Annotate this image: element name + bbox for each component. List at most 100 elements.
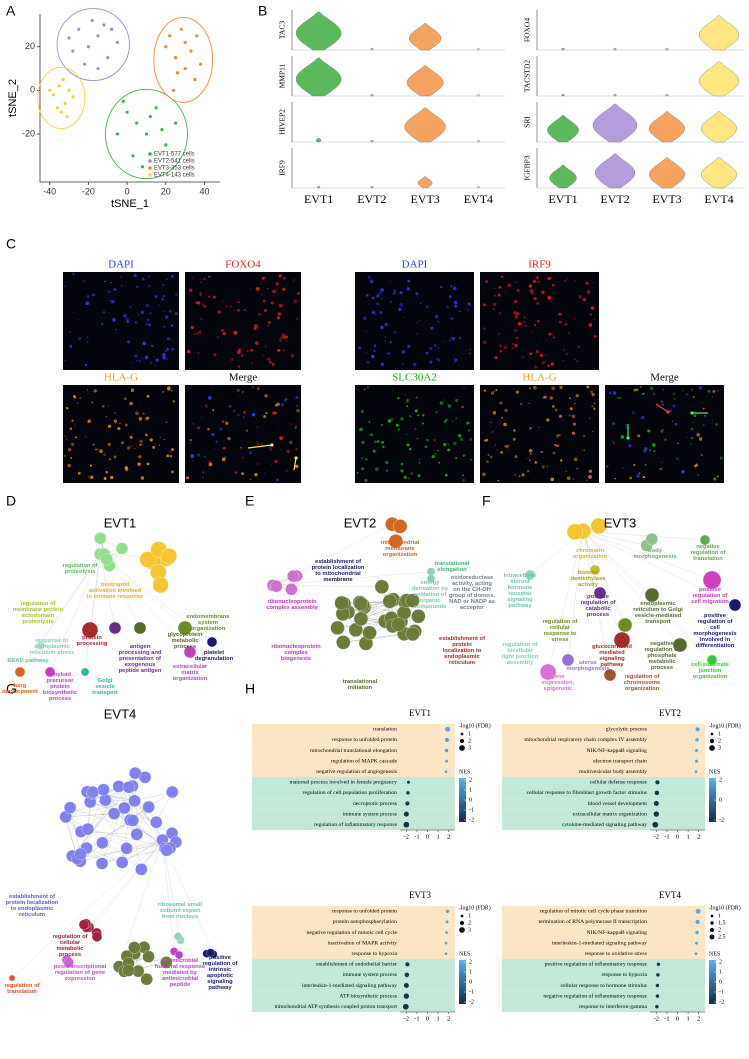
size-legend-label: 3 [468,927,471,933]
micrograph-speck [370,433,373,437]
micrograph-speck [170,339,172,341]
micrograph-speck [692,396,695,399]
dot [653,811,660,817]
micrograph-speck [276,289,278,291]
micrograph-speck [225,305,228,308]
violin [701,111,737,143]
micrograph-speck [295,424,298,427]
dot [406,791,410,795]
micrograph-speck [564,322,568,326]
micrograph-speck [637,434,641,438]
category-label: EVT4 [704,192,733,206]
network-label: response to endoplasmic reticulum stress [30,638,75,656]
network-node [116,856,129,869]
micrograph-speck [237,309,240,312]
micrograph-speck [267,324,269,327]
micrograph-speck [293,278,295,280]
micrograph-speck [414,409,418,413]
micrograph-speck [460,437,464,442]
micrograph-speck [643,448,647,453]
term-label: necroptotic process [353,801,398,807]
arrow-head [294,456,298,460]
micrograph-speck [72,272,75,276]
network-node [99,793,112,807]
legend-swatch [148,152,152,156]
panel-label: D [6,493,16,509]
micrograph-speck [431,454,435,459]
micrograph-speck [455,457,458,460]
network-node [706,654,718,666]
term-label: mitochondrial translational elongation [310,748,397,754]
size-legend-dot [459,927,465,933]
network-node [382,594,397,609]
micrograph-speck [504,408,508,412]
colorbar-label: -2 [719,817,724,823]
micrograph-speck [296,408,300,413]
violin [561,47,565,51]
micrograph-speck [280,449,282,451]
term-label: response to interferon-gamma [579,1003,648,1010]
network-label: regulation of translation [4,983,39,995]
micrograph-speck [545,339,548,341]
micrograph-speck [278,274,283,278]
micrograph-speck [534,324,536,327]
micrograph-speck [635,388,639,392]
micrograph-speck [186,476,190,480]
micrograph-speck [242,416,245,418]
point [179,27,183,31]
micrograph-speck [447,448,451,452]
violin [315,138,322,143]
term-label: cellular defense response [590,779,648,786]
size-legend-dot [459,745,465,751]
network-label: platelet degranulation [195,650,234,662]
point [102,23,106,27]
term-band [502,937,705,949]
micrograph-speck [100,322,104,326]
micrograph-speck [254,473,258,477]
term-band [252,906,455,917]
point [106,56,110,60]
network-node [589,564,601,576]
micrograph-speck [485,280,488,283]
size-legend-title: -log10 (FDR) [459,722,491,729]
micrograph-speck [196,426,201,430]
colorbar-label: 0 [719,797,722,803]
micrograph-speck [419,320,421,322]
micrograph-speck [93,389,97,393]
micrograph-speck [541,360,546,365]
size-legend-dot [709,738,715,744]
micrograph-speck [469,348,471,351]
micrograph-speck [131,445,133,447]
micrograph-speck [418,461,421,464]
micrograph-speck [277,428,280,430]
network-label: positive regulation of intrinsic apoptotic s… [202,955,237,991]
micrograph-speck [245,429,249,432]
violin [701,157,737,189]
micrograph-speck [390,418,394,421]
micrograph-speck [286,449,291,454]
size-legend-dot [460,732,464,736]
micrograph-speck [535,350,539,354]
micrograph-speck [67,463,71,468]
micrograph-speck [440,285,443,289]
point [175,71,180,75]
colorbar-label: 1 [469,969,472,975]
term-label: extracellular matrix organization [573,811,648,817]
network-node [644,587,660,603]
micrograph-speck [677,442,679,444]
network-node [160,548,177,565]
network-label: endoplasmic reticulum to Golgi vesicle-med… [633,601,683,625]
micrograph-speck [583,449,585,452]
micrograph-speck [716,389,719,392]
network-node [166,785,179,799]
term-label: NIK/NF-kappaB signaling [586,748,647,754]
point [173,56,178,60]
network-edge [162,840,181,941]
micrograph-speck [95,448,97,451]
micrograph-speck [364,330,367,333]
micrograph-speck [213,352,217,357]
network-label: translational elongation [435,561,470,573]
micrograph-speck [446,305,449,309]
image-label: Merge [229,372,258,384]
